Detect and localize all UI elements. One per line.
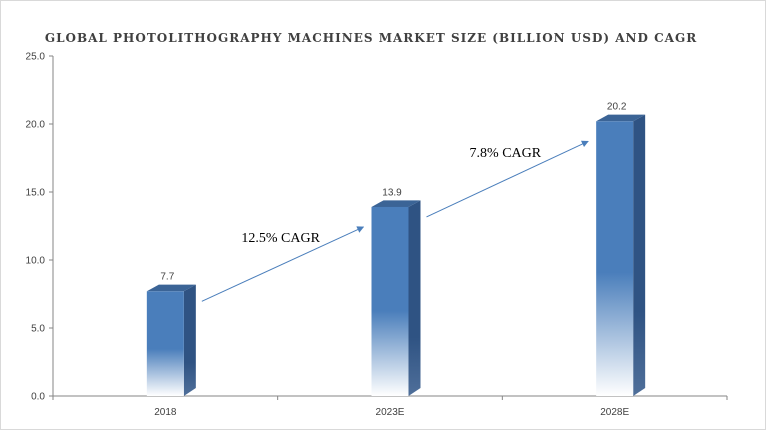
cagr-arrow (426, 140, 589, 218)
y-tick-label: 25.0 (26, 52, 46, 63)
bar-2018: 7.7 (146, 272, 196, 396)
data-label: 7.7 (160, 272, 174, 283)
y-tick-label: 20.0 (26, 120, 46, 131)
x-tick-label: 2028E (600, 407, 629, 418)
bar-top-face (146, 284, 196, 292)
bar-side-face (408, 200, 421, 396)
cagr-label: 7.8% CAGR (470, 146, 542, 161)
bar-front-face (371, 206, 409, 396)
bar-side-face (633, 114, 646, 397)
cagr-arrow (201, 226, 365, 302)
bar-side-face (183, 284, 196, 396)
x-tick-label: 2023E (376, 407, 405, 418)
chart-title: GLOBAL PHOTOLITHOGRAPHY MACHINES MARKET … (44, 31, 698, 45)
bar-front-face (146, 291, 184, 396)
data-label: 20.2 (607, 102, 627, 113)
bar-2028E: 20.2 (596, 102, 646, 397)
bar-top-face (371, 200, 421, 207)
data-label: 13.9 (382, 187, 402, 198)
bar-front-face (596, 121, 634, 396)
bar-2023E: 13.9 (371, 187, 421, 396)
y-tick-label: 15.0 (26, 188, 46, 199)
bar-top-face (596, 114, 646, 122)
cagr-annotations: 12.5% CAGR 7.8% CAGR (201, 140, 589, 302)
y-tick-label: 0.0 (31, 392, 45, 403)
y-tick-label: 5.0 (31, 324, 45, 335)
cagr-label: 12.5% CAGR (241, 231, 320, 246)
y-tick-label: 10.0 (26, 256, 46, 267)
x-tick-label: 2018 (154, 407, 177, 418)
bars: 7.7 13.9 20.2 (146, 102, 646, 397)
